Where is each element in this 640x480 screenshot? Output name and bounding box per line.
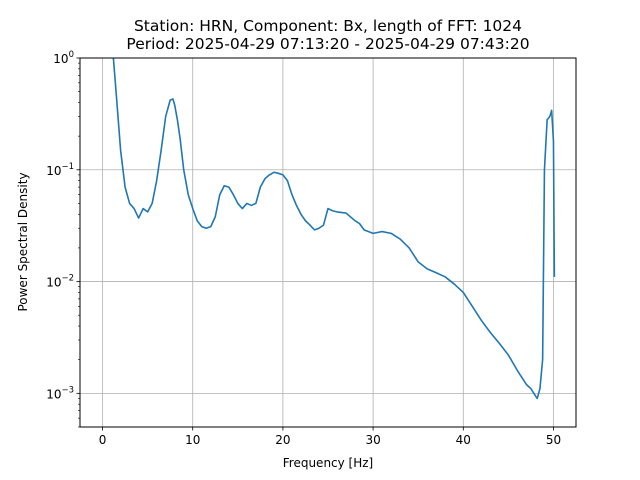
x-axis-label: Frequency [Hz] bbox=[283, 456, 374, 470]
y-tick-label: 10−1 bbox=[46, 162, 74, 178]
x-tick-label: 30 bbox=[365, 433, 380, 447]
x-tick-label: 0 bbox=[99, 433, 107, 447]
ticks: 0 10 20 30 40 50 10−3 10−2 10−1 100 bbox=[46, 50, 561, 447]
chart-title: Station: HRN, Component: Bx, length of F… bbox=[134, 17, 522, 35]
grid bbox=[80, 57, 576, 427]
psd-series-line bbox=[112, 58, 556, 400]
series-group bbox=[112, 58, 556, 400]
y-axis-label: Power Spectral Density bbox=[16, 172, 30, 311]
y-tick-label: 10−2 bbox=[46, 274, 74, 290]
x-tick-label: 40 bbox=[456, 433, 471, 447]
axes-frame bbox=[79, 57, 577, 428]
y-tick-label: 10−3 bbox=[46, 385, 74, 401]
x-tick-label: 20 bbox=[275, 433, 290, 447]
y-tick-label: 100 bbox=[53, 50, 74, 66]
x-tick-label: 10 bbox=[185, 433, 200, 447]
x-tick-label: 50 bbox=[546, 433, 561, 447]
chart-subtitle: Period: 2025-04-29 07:13:20 - 2025-04-29… bbox=[126, 35, 529, 53]
